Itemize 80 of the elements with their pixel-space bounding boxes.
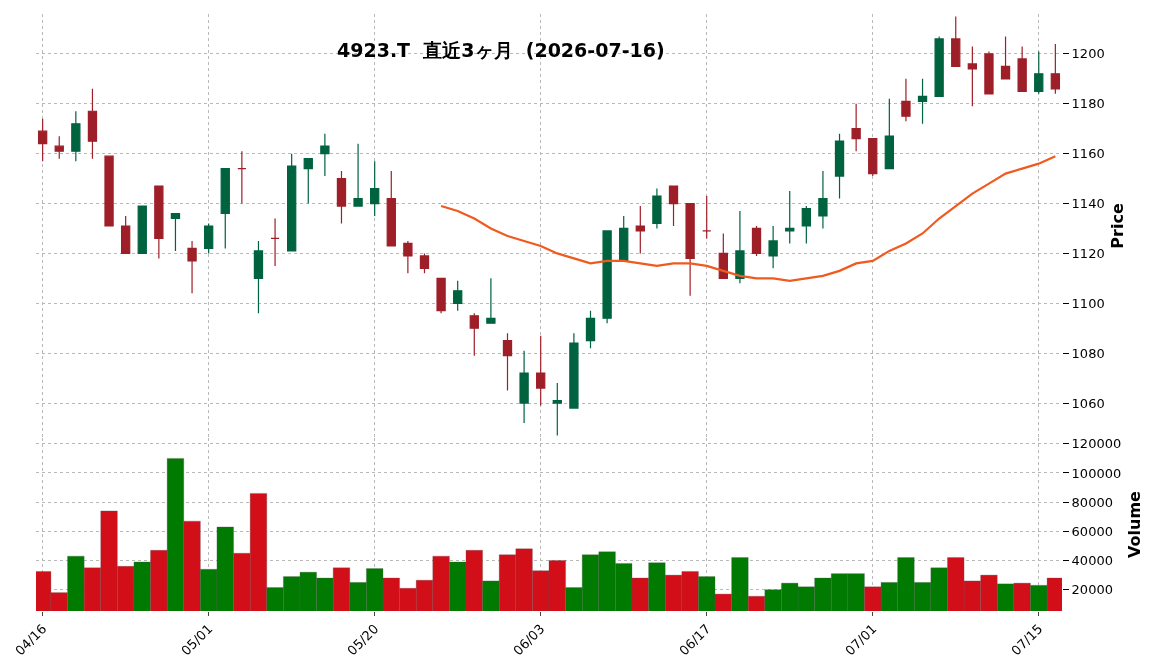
y-tick-label: 1080 (1071, 345, 1105, 361)
y-tick-label: 1140 (1071, 196, 1105, 212)
candlestick (967, 45, 978, 107)
candlestick (87, 88, 98, 160)
y-tick-label: 1060 (1071, 395, 1105, 411)
candlestick (353, 143, 363, 207)
candlestick (1050, 43, 1061, 95)
candlestick (104, 155, 114, 227)
candlestick (834, 133, 845, 200)
candlestick (1034, 50, 1044, 95)
candlestick (569, 332, 579, 409)
candlestick (751, 225, 762, 257)
candlestick (619, 215, 629, 262)
y-tick-label: 1180 (1071, 96, 1105, 112)
candlestick (652, 187, 662, 230)
candlestick (137, 205, 147, 255)
candlestick (486, 277, 496, 324)
candlestick (536, 335, 546, 407)
candlestick (336, 170, 347, 225)
candlestick (287, 153, 297, 252)
candlestick (801, 205, 811, 245)
candlestick (818, 170, 828, 230)
text: 4923.T 直近3ヶ月 (2026-07-16) (337, 39, 665, 61)
candlestick (917, 78, 928, 125)
candlestick (320, 133, 330, 177)
candlestick (718, 232, 728, 279)
y-tick-label: 60000 (1071, 523, 1113, 539)
y-axis-title: Price (1108, 203, 1128, 249)
candlestick (436, 277, 446, 314)
candlestick (170, 212, 181, 252)
y-tick-label: 20000 (1071, 582, 1113, 598)
candlestick (54, 135, 64, 160)
y-tick-label: 1120 (1071, 245, 1105, 261)
candlestick (270, 217, 280, 267)
candlestick (884, 98, 895, 170)
candlestick (934, 35, 944, 97)
candlestick (951, 15, 961, 67)
candlestick (602, 230, 612, 324)
candlestick (1000, 35, 1011, 80)
candlestick (37, 118, 48, 162)
candlestick (370, 160, 380, 217)
candlestick (253, 240, 264, 314)
candlestick (585, 310, 596, 349)
candlestick (685, 202, 695, 297)
candlestick (785, 190, 795, 245)
candlestick (71, 110, 81, 162)
candlestick (552, 382, 562, 437)
y-tick-label: 80000 (1071, 494, 1113, 510)
candlestick (702, 195, 712, 240)
candlestick (220, 168, 230, 250)
y-tick-label: 100000 (1071, 465, 1122, 481)
candlestick (419, 252, 430, 274)
candlestick (403, 240, 413, 274)
candlestick (519, 350, 529, 424)
candlestick (735, 210, 745, 284)
y-tick-label: 1160 (1071, 146, 1105, 162)
candlestick (303, 158, 313, 205)
candlestick (120, 215, 131, 255)
candlestick (1017, 45, 1027, 92)
candlestick (851, 103, 861, 152)
candlestick (502, 332, 513, 392)
candlestick (868, 138, 878, 177)
line-series (439, 155, 1057, 282)
y-tick-label: 1200 (1071, 46, 1105, 62)
y-tick-label: 40000 (1071, 553, 1113, 569)
candlestick (237, 150, 247, 205)
candlestick (154, 185, 164, 259)
candlestick (469, 312, 479, 357)
candlestick (203, 222, 214, 255)
candlestick (768, 225, 778, 269)
candlestick (386, 170, 396, 247)
y-tick-label: 1100 (1071, 295, 1105, 311)
candlestick (187, 240, 197, 294)
candlestick (453, 280, 463, 312)
y-tick-label: 120000 (1071, 436, 1122, 452)
candlestick (984, 50, 994, 95)
candlestick (901, 78, 911, 122)
candlestick (668, 185, 679, 227)
y-axis-title: Volume (1124, 490, 1144, 558)
candlestick (635, 205, 645, 255)
